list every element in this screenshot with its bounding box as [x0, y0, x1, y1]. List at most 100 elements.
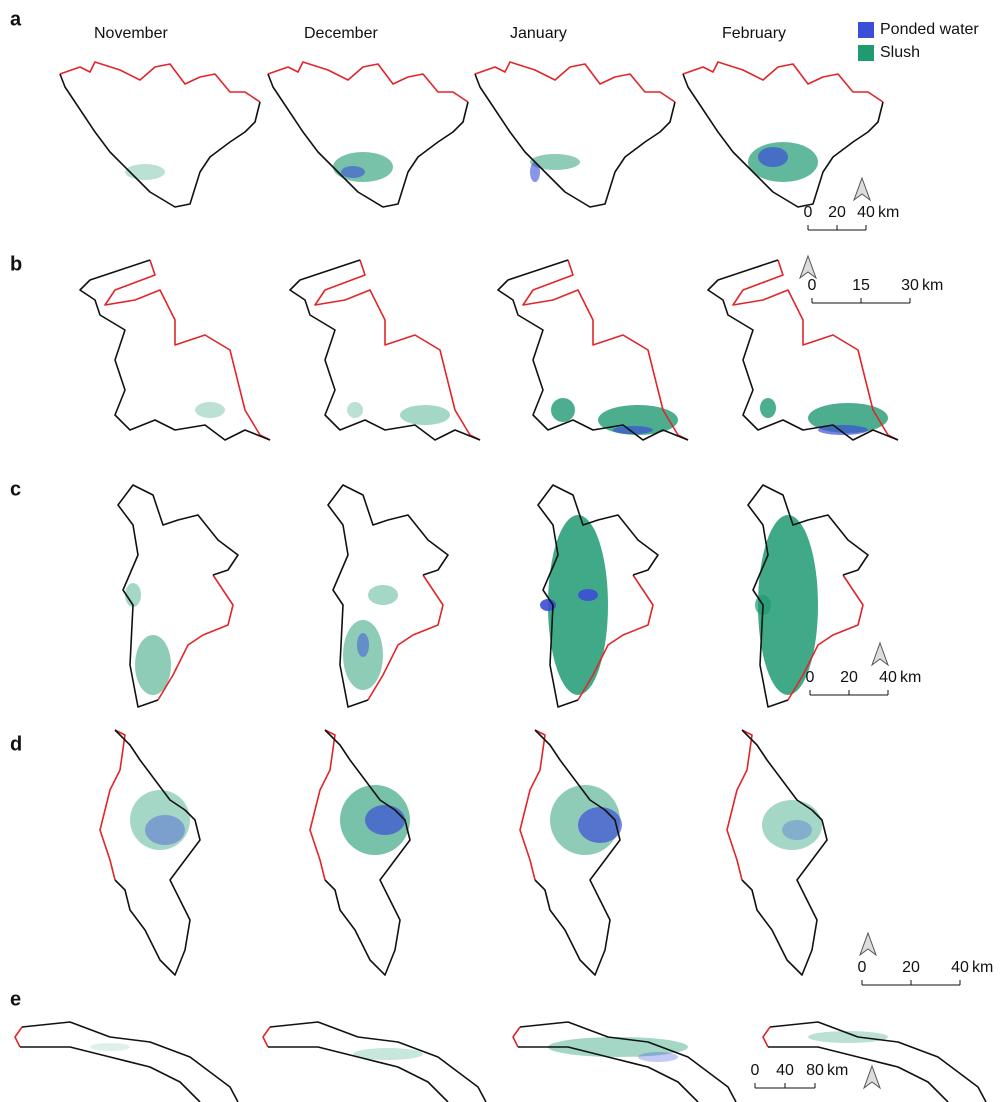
outline-red: [519, 729, 546, 881]
outline-red: [314, 259, 481, 441]
outline-red: [157, 574, 234, 701]
outline: [747, 484, 869, 708]
slush: [130, 790, 190, 850]
outline-red: [512, 1026, 521, 1048]
map: [14, 1021, 239, 1102]
outline: [741, 729, 828, 976]
map: [474, 61, 676, 208]
outline: [114, 729, 201, 976]
ponded-water: [341, 166, 365, 178]
scale-label: 0: [804, 204, 813, 221]
outline: [707, 259, 899, 441]
slush: [762, 800, 822, 850]
outline: [79, 259, 271, 441]
scale-unit: km: [900, 669, 921, 686]
slush: [551, 398, 575, 422]
ponded-water: [638, 1052, 678, 1062]
outline-red: [99, 729, 126, 881]
scale-label: 20: [902, 959, 920, 976]
panel-label: b: [10, 253, 22, 275]
scale-label: 40: [951, 959, 969, 976]
outline: [59, 73, 261, 208]
ponded-water: [818, 425, 868, 435]
ponded-water: [357, 633, 369, 657]
slush: [760, 398, 776, 418]
map: [289, 259, 481, 441]
map: [262, 1021, 487, 1102]
outline-red: [59, 61, 261, 103]
outline: [768, 1046, 949, 1102]
map: [537, 484, 659, 708]
outline-red: [104, 259, 271, 441]
outline: [289, 259, 481, 441]
map: [726, 729, 828, 976]
outline: [117, 484, 239, 708]
panel-label: c: [10, 478, 21, 500]
slush: [347, 402, 363, 418]
map: [512, 1021, 737, 1102]
map: [99, 729, 201, 976]
ponded-water: [530, 162, 540, 182]
panel-label: d: [10, 733, 22, 755]
scale-bar: 0 15 30 km: [798, 254, 943, 304]
ponded-water: [782, 820, 812, 840]
legend-swatch: [858, 45, 874, 61]
slush: [368, 585, 398, 605]
scale-label: 0: [751, 1062, 760, 1079]
scale-label: 15: [852, 277, 870, 294]
map: [327, 484, 449, 708]
scale-label: 0: [806, 669, 815, 686]
outline-red: [577, 574, 654, 701]
outline: [324, 729, 411, 976]
map: [309, 729, 411, 976]
scale-label: 20: [828, 204, 846, 221]
legend-label: Slush: [880, 44, 920, 61]
month-label: November: [94, 25, 168, 42]
slush: [548, 515, 608, 695]
north-arrow: [858, 931, 878, 957]
map: [117, 484, 239, 708]
outline-red: [309, 729, 336, 881]
outline: [519, 1021, 737, 1102]
slush: [353, 1048, 423, 1060]
outline-red: [262, 1026, 271, 1048]
outline-red: [367, 574, 444, 701]
north-arrow: [852, 176, 872, 202]
map: [519, 729, 622, 976]
slush: [333, 152, 393, 182]
scale-label: 40: [879, 669, 897, 686]
outline: [267, 73, 469, 208]
outline: [20, 1046, 201, 1102]
slush: [125, 583, 141, 607]
scale-unit: km: [878, 204, 899, 221]
map: [707, 259, 899, 441]
ponded-water: [578, 589, 598, 601]
map: [682, 61, 884, 208]
outline-red: [267, 61, 469, 103]
map: [497, 259, 689, 441]
outline-red: [14, 1026, 23, 1048]
outline-red: [762, 1026, 771, 1048]
outline-red: [787, 574, 864, 701]
scale-label: 20: [840, 669, 858, 686]
north-arrow: [862, 1064, 882, 1090]
slush: [90, 1043, 130, 1051]
month-label: February: [722, 25, 786, 42]
scale-unit: km: [922, 277, 943, 294]
outline: [268, 1046, 449, 1102]
outline: [769, 1021, 987, 1102]
slush: [530, 154, 580, 170]
month-label: January: [510, 25, 567, 42]
north-arrow: [798, 254, 818, 280]
panel-label: e: [10, 988, 21, 1010]
outline-red: [474, 61, 676, 103]
outline-red: [682, 61, 884, 103]
legend-label: Ponded water: [880, 21, 979, 38]
month-label: December: [304, 25, 378, 42]
ponded-water: [578, 807, 622, 843]
outline: [682, 73, 884, 208]
slush: [808, 1031, 888, 1043]
map: [79, 259, 271, 441]
scale-unit: km: [827, 1062, 848, 1079]
ponded-water: [613, 426, 653, 434]
